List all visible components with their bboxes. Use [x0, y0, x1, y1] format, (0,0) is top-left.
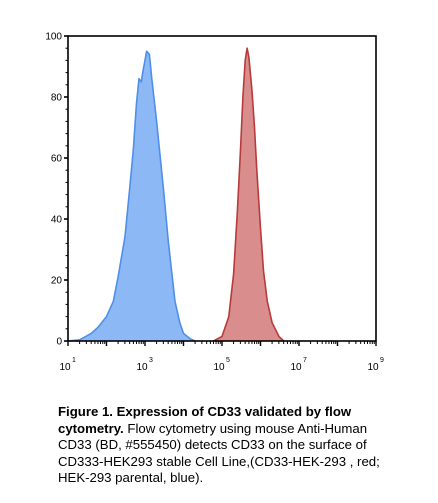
- histogram-line-0: [67, 50, 196, 342]
- x-tick-exponent-3: 3: [149, 357, 153, 364]
- x-tick-label-3: 10: [136, 362, 148, 373]
- y-tick-label-0: 0: [56, 337, 62, 348]
- histogram-line-1: [213, 47, 285, 342]
- histogram-area-1: [213, 48, 284, 341]
- figure-caption: Figure 1. Expression of CD33 validated b…: [58, 404, 398, 487]
- caption-body: Flow cytometry using mouse Anti-Human CD…: [58, 420, 380, 486]
- y-tick-label-20: 20: [51, 276, 63, 287]
- histogram-area-0: [68, 51, 196, 342]
- y-tick-label-100: 100: [45, 32, 62, 43]
- x-tick-exponent-7: 7: [303, 357, 307, 364]
- x-tick-label-7: 10: [290, 362, 302, 373]
- y-tick-label-40: 40: [51, 215, 63, 226]
- y-tick-label-80: 80: [51, 93, 63, 104]
- y-axis: 0 20 40 60 80 100: [45, 32, 68, 348]
- y-tick-label-60: 60: [51, 154, 63, 165]
- histogram-series-layer: [67, 47, 285, 342]
- x-tick-exponent-9: 9: [380, 357, 384, 364]
- x-tick-label-1: 10: [59, 362, 71, 373]
- x-tick-exponent-5: 5: [226, 357, 230, 364]
- caption-title: Figure 1. Expression of CD33 validated b…: [58, 404, 352, 436]
- x-tick-label-9: 10: [367, 362, 379, 373]
- x-tick-exponent-1: 1: [72, 357, 76, 364]
- x-tick-label-5: 10: [213, 362, 225, 373]
